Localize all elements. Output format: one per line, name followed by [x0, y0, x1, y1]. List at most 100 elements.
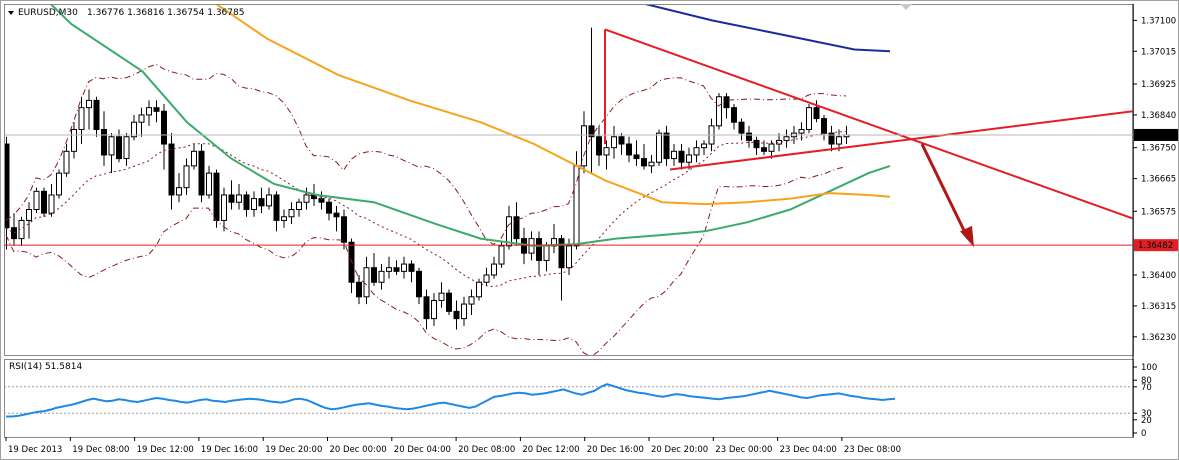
price-tick-label: 1.36750 [1141, 144, 1176, 154]
price-tick-label: 1.36230 [1141, 333, 1176, 343]
rsi-tick-label: 20 [1141, 416, 1152, 426]
candle-body [768, 143, 775, 152]
candle-body [663, 132, 670, 160]
candle-body [738, 121, 745, 134]
candle-body [33, 190, 40, 211]
candle-body [176, 187, 182, 196]
rsi-tick-label: 70 [1141, 383, 1152, 393]
candle-body [461, 303, 467, 320]
candle-body [603, 147, 610, 156]
price-tick-label: 1.36400 [1141, 271, 1176, 281]
candle-body [836, 136, 842, 145]
time-tick-label: 23 Dec 00:00 [715, 445, 772, 455]
candle-body [138, 114, 145, 123]
level-price-box [1134, 239, 1178, 252]
candle-body [641, 158, 647, 167]
candle-body [408, 263, 415, 272]
candle-body [633, 154, 640, 160]
candle-body [693, 147, 700, 156]
candle-body [303, 194, 310, 203]
ascending-trendline [669, 110, 1133, 171]
time-tick-label: 19 Dec 2013 [8, 445, 62, 455]
candle-body [671, 150, 677, 160]
moving-average-2 [215, 5, 891, 206]
candle-body [498, 245, 505, 265]
down-arrow-head [960, 225, 974, 248]
down-arrow-shaft [920, 143, 970, 240]
candle-body [468, 296, 475, 305]
candle-body [258, 198, 265, 207]
candle-body [123, 136, 130, 160]
candle-body [798, 128, 805, 134]
candle-body [281, 216, 287, 221]
candle-body [333, 212, 340, 218]
candle-body [491, 263, 497, 276]
band-lower [5, 166, 847, 355]
main-plot [5, 5, 1133, 355]
symbol-label: EURUSD,M30 [18, 8, 78, 18]
time-tick-label: 20 Dec 20:00 [651, 445, 708, 455]
candle-body [588, 125, 595, 138]
candle-body [228, 194, 235, 203]
candle-body [566, 245, 572, 269]
candle-body [11, 227, 17, 240]
rsi-tick-label: 0 [1141, 429, 1146, 439]
candle-body [153, 107, 160, 112]
candle-body [273, 194, 280, 221]
candle-body [701, 143, 707, 149]
indicator-pane [4, 359, 1134, 438]
time-tick-label: 20 Dec 00:00 [330, 445, 387, 455]
current-price-label: 1.36785 [1138, 131, 1173, 141]
candle-body [213, 172, 220, 221]
candle-body [168, 143, 175, 196]
candle-body [296, 201, 302, 211]
candle-body [266, 194, 272, 207]
candle-body [198, 150, 205, 196]
level-price-label: 1.36482 [1138, 241, 1173, 251]
candle-body [521, 238, 527, 254]
price-tick-label: 1.36840 [1141, 111, 1176, 121]
candle-body [648, 161, 655, 167]
rsi-tick-label: 30 [1141, 409, 1152, 419]
time-tick-label: 23 Dec 04:00 [780, 445, 837, 455]
candle-body [716, 96, 722, 127]
main-pane [4, 4, 1134, 356]
candle-body [236, 194, 242, 203]
candle-body [63, 150, 70, 174]
candle-body [318, 198, 325, 203]
price-tick-label: 1.37015 [1141, 47, 1176, 57]
candle-body [191, 150, 197, 167]
candle-body [761, 147, 767, 152]
price-tick-label: 1.37100 [1141, 16, 1176, 26]
candle-body [386, 267, 392, 272]
rsi-line [6, 383, 896, 418]
candle-body [821, 118, 827, 134]
candle-body [813, 107, 820, 120]
rsi-tick-label: 80 [1141, 376, 1152, 386]
candle-body [753, 139, 760, 149]
candle-body [326, 201, 332, 214]
candle-body [356, 281, 362, 298]
candle-body [626, 143, 632, 156]
candle-body [416, 270, 422, 298]
candle-body [221, 194, 227, 221]
candle-body [243, 194, 250, 211]
candle-body [483, 274, 490, 283]
time-tick-label: 20 Dec 08:00 [458, 445, 515, 455]
candle-body [26, 209, 32, 221]
candle-body [161, 110, 167, 145]
candle-body [536, 238, 542, 261]
price-tick-label: 1.36575 [1141, 207, 1176, 217]
candle-body [806, 107, 812, 130]
candle-body [116, 136, 122, 160]
current-price-box [1134, 128, 1178, 141]
candle-body [596, 136, 602, 156]
candle-body [453, 310, 460, 320]
candle-body [41, 190, 47, 214]
time-tick-label: 19 Dec 20:00 [265, 445, 322, 455]
candle-body [723, 96, 730, 109]
candle-body [678, 150, 685, 163]
time-tick-label: 20 Dec 12:00 [522, 445, 579, 455]
